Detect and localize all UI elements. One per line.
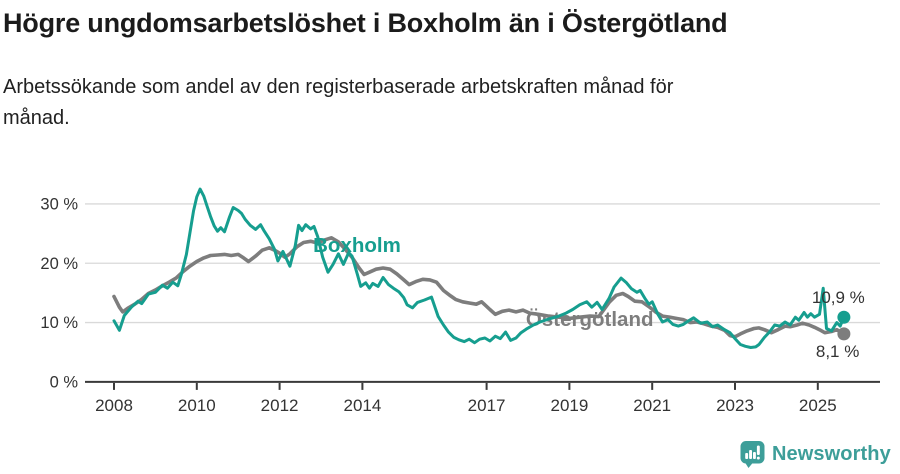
- end-value-label: 8,1 %: [816, 342, 859, 361]
- unemployment-chart: 0 % 10 % 20 % 30 % 2008 2010 2012 2014 2017 2019 2…: [40, 187, 880, 415]
- boxholm-line: [112, 187, 846, 349]
- newsworthy-brand-text: Newsworthy: [772, 442, 891, 465]
- chart-subtitle-line2: månad.: [3, 107, 70, 129]
- chart-subtitle: Arbetssökande som andel av den registerb…: [3, 72, 883, 134]
- x-axis-tick-label: 2017: [468, 396, 506, 415]
- boxholm-end-dot: [837, 310, 851, 324]
- newsworthy-logo-icon: [740, 441, 765, 468]
- x-axis-tick-label: 2023: [716, 396, 754, 415]
- ostergotland-end-dot: [837, 327, 851, 341]
- series-label: Östergötland: [526, 308, 654, 331]
- x-axis-tick-label: 2014: [343, 396, 381, 415]
- x-axis-tick-label: 2025: [799, 396, 837, 415]
- series-label: Boxholm: [313, 234, 401, 257]
- y-axis-tick-label: 10 %: [40, 314, 78, 332]
- y-axis-tick-label: 30 %: [40, 195, 78, 213]
- x-axis-tick-label: 2021: [633, 396, 671, 415]
- footer-branding: Newsworthy: [740, 439, 891, 469]
- x-axis-tick-label: 2008: [95, 396, 133, 415]
- x-axis-tick-label: 2019: [550, 396, 588, 415]
- chart-subtitle-line1: Arbetssökande som andel av den registerb…: [3, 76, 674, 98]
- chart-area: 0 % 10 % 20 % 30 % 2008 2010 2012 2014 2017 2019 2…: [0, 160, 900, 430]
- end-value-label: 10,9 %: [812, 288, 865, 307]
- x-axis-tick-label: 2012: [261, 396, 299, 415]
- chart-title: Högre ungdomsarbetslöshet i Boxholm än i…: [3, 8, 728, 38]
- y-axis-tick-label: 0 %: [50, 373, 79, 391]
- x-axis-tick-label: 2010: [178, 396, 216, 415]
- y-axis-tick-label: 20 %: [40, 255, 78, 273]
